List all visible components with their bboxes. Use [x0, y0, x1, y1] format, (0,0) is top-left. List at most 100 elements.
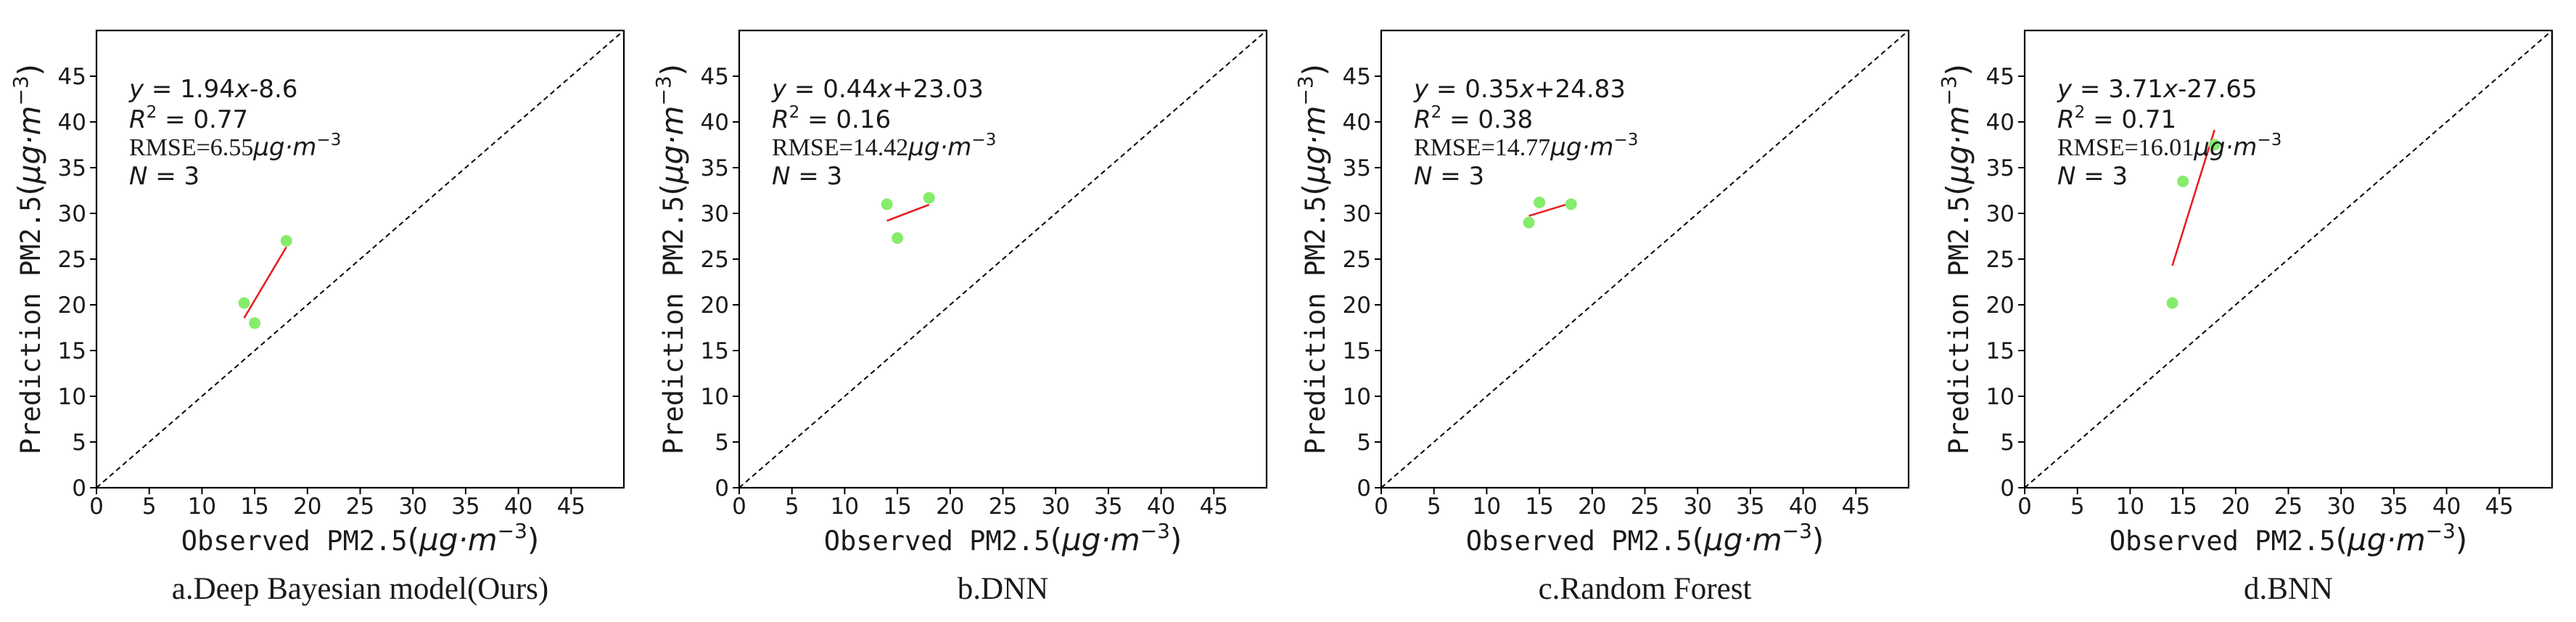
rmse: RMSE=14.77μg·m−3	[1414, 131, 1638, 162]
x-tick-label: 0	[1374, 494, 1388, 520]
x-tick-label: 30	[398, 494, 427, 520]
y-axis-label-text: Prediction PM2.5	[1300, 196, 1331, 454]
rmse: RMSE=6.55μg·m−3	[129, 131, 341, 162]
regression-equation: y = 0.44x+23.03	[771, 75, 984, 104]
x-tick-label: 10	[2116, 494, 2144, 520]
x-tick-label: 20	[293, 494, 321, 520]
x-axis-unit: μg·m	[419, 522, 498, 557]
x-axis-label: Observed PM2.5(μg·m−3)	[1466, 519, 1824, 557]
y-tick-label: 35	[1343, 155, 1371, 181]
y-axis-unit-exp: −3	[1293, 75, 1317, 105]
x-tick-label: 20	[1578, 494, 1606, 520]
y-axis-label-text: Prediction PM2.5	[15, 196, 46, 454]
y-tick-label: 35	[58, 155, 86, 181]
identity-line	[2024, 30, 2553, 488]
slope-value: 3.71	[2108, 75, 2163, 104]
x-tick-label: 5	[2070, 494, 2085, 520]
data-point	[1523, 216, 1535, 229]
y-tick-label: 30	[1986, 201, 2015, 227]
r-squared-value: 0.16	[836, 105, 891, 134]
y-tick-label: 35	[1986, 155, 2015, 181]
slope-value: 1.94	[180, 75, 235, 104]
rmse-unit: μg·m	[908, 133, 971, 162]
chart-panel-2: 0 5 10 15 20 25 30 35 40 45 0 5 10 15 20 25 30 35 40 45 y = …	[651, 29, 1268, 606]
y-tick-label: 10	[58, 384, 86, 410]
x-tick-label: 15	[240, 494, 268, 520]
rmse-unit-exp: −3	[1613, 131, 1638, 150]
rmse-value: 14.77	[1495, 134, 1551, 161]
r-squared: R2 = 0.71	[2057, 103, 2176, 134]
x-axis-label-text: Observed PM2.5	[2110, 525, 2336, 557]
x-tick-label: 45	[557, 494, 585, 520]
regression-line	[1528, 202, 1572, 217]
identity-line	[96, 30, 625, 488]
r-squared-value: 0.38	[1478, 105, 1533, 134]
y-tick-label: 15	[58, 338, 86, 364]
intercept-value: +23.03	[892, 75, 984, 104]
y-tick-label: 20	[701, 292, 729, 319]
x-tick-label: 35	[2379, 494, 2408, 520]
r-squared: R2 = 0.38	[1414, 103, 1533, 134]
sample-count-value: 3	[1469, 162, 1485, 191]
data-point	[2166, 297, 2178, 309]
x-tick-label: 45	[1842, 494, 1870, 520]
data-point	[2208, 139, 2221, 151]
y-tick-label: 25	[1986, 247, 2015, 273]
rmse-unit: μg·m	[1550, 133, 1613, 162]
x-axis-unit-exp: −3	[1140, 519, 1170, 543]
panel-caption: b.DNN	[958, 572, 1048, 606]
data-point	[238, 297, 250, 309]
x-tick-label: 35	[451, 494, 480, 520]
y-tick-label: 25	[58, 247, 86, 273]
sample-count: N = 3	[1414, 162, 1484, 191]
regression-equation: y = 0.35x+24.83	[1413, 75, 1626, 104]
y-axis-unit: μg·m	[12, 106, 47, 185]
x-tick-label: 10	[188, 494, 216, 520]
x-tick-label: 0	[732, 494, 746, 520]
sample-count: N = 3	[129, 162, 199, 191]
x-axis-unit-exp: −3	[1782, 519, 1812, 543]
x-axis-label: Observed PM2.5(μg·m−3)	[181, 519, 540, 557]
r-squared-value: 0.77	[193, 105, 248, 134]
y-tick-label: 45	[58, 64, 86, 90]
x-tick-label: 45	[2485, 494, 2514, 520]
x-tick-label: 40	[504, 494, 532, 520]
x-axis-unit-exp: −3	[498, 519, 527, 543]
regression-line	[243, 246, 287, 319]
slope-value: 0.44	[823, 75, 878, 104]
y-axis-unit: μg·m	[654, 106, 690, 185]
x-tick-label: 10	[1473, 494, 1501, 520]
x-tick-label: 30	[1041, 494, 1069, 520]
x-tick-label: 5	[785, 494, 799, 520]
y-tick-label: 5	[2000, 430, 2015, 456]
y-tick-label: 0	[2000, 475, 2015, 502]
y-tick-label: 5	[72, 430, 86, 456]
x-tick-label: 45	[1200, 494, 1228, 520]
x-axis-label: Observed PM2.5(μg·m−3)	[824, 519, 1182, 557]
y-tick-label: 25	[1343, 247, 1371, 273]
sample-count-value: 3	[2112, 162, 2128, 191]
x-tick-label: 0	[2017, 494, 2032, 520]
data-point	[881, 198, 893, 210]
sample-count: N = 3	[772, 162, 842, 191]
data-point	[892, 232, 904, 245]
x-tick-label: 30	[2326, 494, 2355, 520]
rmse-value: 14.42	[853, 134, 909, 161]
x-tick-label: 15	[1525, 494, 1553, 520]
x-tick-label: 40	[2432, 494, 2461, 520]
regression-line	[2171, 129, 2215, 266]
panel-caption: a.Deep Bayesian model(Ours)	[172, 572, 548, 606]
y-tick-label: 0	[1357, 475, 1371, 502]
data-point	[1534, 196, 1546, 208]
y-axis-unit: μg·m	[1940, 106, 1975, 185]
y-tick-label: 15	[1343, 338, 1371, 364]
y-axis-label-text: Prediction PM2.5	[658, 196, 689, 454]
rmse: RMSE=14.42μg·m−3	[772, 131, 996, 162]
identity-line	[1380, 30, 1909, 488]
r-squared-value: 0.71	[2121, 105, 2176, 134]
x-tick-label: 5	[1427, 494, 1441, 520]
slope-value: 0.35	[1465, 75, 1520, 104]
x-tick-label: 25	[346, 494, 374, 520]
x-tick-label: 35	[1736, 494, 1764, 520]
x-tick-label: 25	[1631, 494, 1659, 520]
